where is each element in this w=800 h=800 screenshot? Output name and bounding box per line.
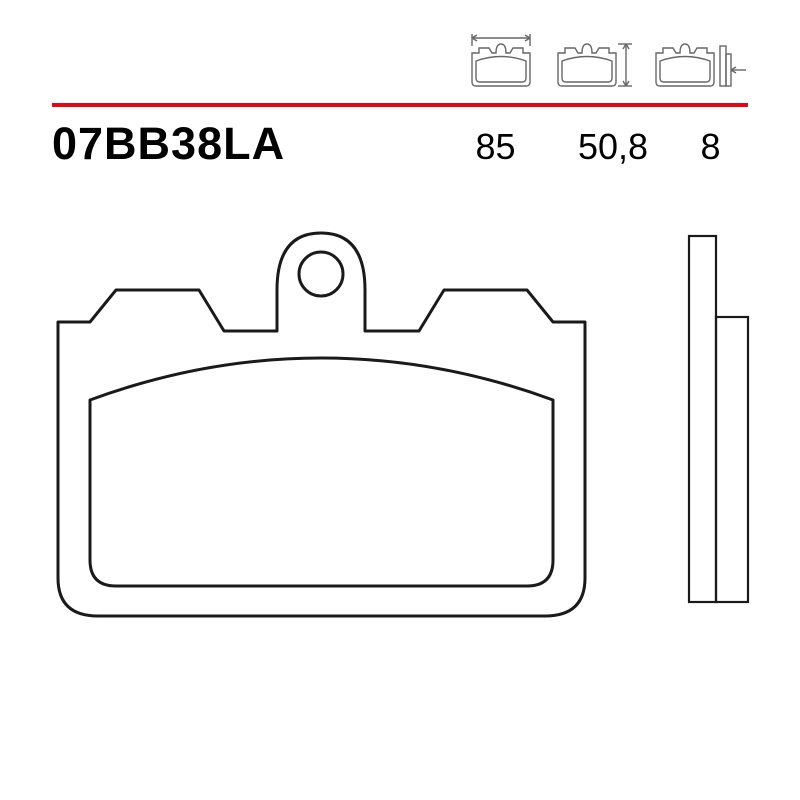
spec-height: 50,8 (553, 126, 673, 168)
product-spec-sheet: 07BB38LA 85 50,8 8 (0, 0, 800, 800)
height-dim-icon (554, 28, 634, 90)
brake-pad-front-view (44, 218, 599, 631)
spec-thick: 8 (673, 126, 748, 168)
thick-dim-icon (652, 28, 748, 90)
part-code: 07BB38LA (52, 118, 285, 170)
dimension-icons-row (466, 28, 748, 90)
brake-pad-side-view (686, 233, 752, 610)
spec-row: 07BB38LA 85 50,8 8 (52, 118, 748, 170)
spec-width: 85 (438, 126, 553, 168)
spec-values: 85 50,8 8 (438, 126, 748, 168)
accent-divider (52, 103, 748, 107)
width-dim-icon (466, 28, 536, 90)
